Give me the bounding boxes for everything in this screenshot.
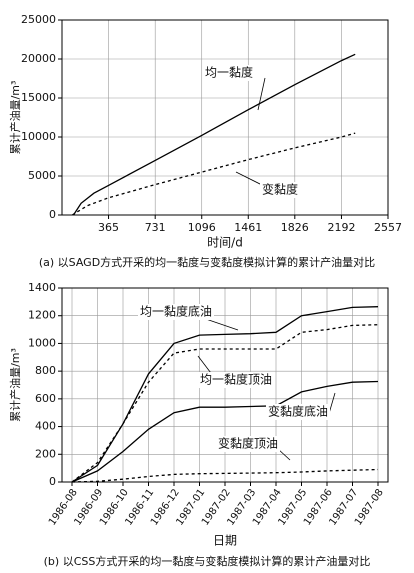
y-tick-label: 1200 xyxy=(28,309,56,322)
y-tick-label: 0 xyxy=(49,475,56,488)
x-tick-label: 731 xyxy=(145,221,166,234)
y-tick-label: 15000 xyxy=(21,91,56,104)
series-label: 均一黏度底油 xyxy=(140,304,212,319)
x-tick-label: 2192 xyxy=(327,221,355,234)
series-line xyxy=(71,132,356,216)
y-axis-label: 累计产油量/m³ xyxy=(8,81,22,155)
y-tick-label: 400 xyxy=(35,420,56,433)
x-axis-label: 时间/d xyxy=(207,236,243,250)
label-bg xyxy=(203,65,255,81)
y-tick-label: 0 xyxy=(49,208,56,221)
y-tick-label: 200 xyxy=(35,447,56,460)
caption: (b) 以CSS方式开采的均一黏度与变黏度模拟计算的累计产油量对比 xyxy=(44,554,371,568)
x-tick-label: 1461 xyxy=(234,221,262,234)
series-label: 均一黏度顶油 xyxy=(200,372,272,387)
series-label: 变黏度底油 xyxy=(268,404,328,419)
label-bg xyxy=(216,436,280,452)
plot-frame xyxy=(61,287,389,483)
y-tick-label: 20000 xyxy=(21,52,56,65)
y-tick-label: 800 xyxy=(35,364,56,377)
series-label: 变黏度顶油 xyxy=(218,436,278,451)
plot-frame xyxy=(61,19,389,216)
y-tick-label: 5000 xyxy=(28,169,56,182)
x-tick-label: 1826 xyxy=(281,221,309,234)
y-tick-label: 25000 xyxy=(21,13,56,26)
series-label: 均一黏度 xyxy=(205,65,253,80)
x-tick-label: 2557 xyxy=(374,221,402,234)
series-line xyxy=(71,324,379,483)
series-label: 变黏度 xyxy=(262,182,298,197)
label-bg xyxy=(260,182,300,198)
y-tick-label: 600 xyxy=(35,392,56,405)
x-axis-label: 日期 xyxy=(213,534,237,548)
label-bg xyxy=(266,404,330,420)
series-line xyxy=(72,53,356,216)
x-tick-label: 365 xyxy=(98,221,119,234)
y-axis-label: 累计产油量/m³ xyxy=(8,348,22,422)
label-bg xyxy=(138,304,214,320)
y-tick-label: 10000 xyxy=(21,130,56,143)
leader-line xyxy=(257,77,266,111)
y-tick-label: 1400 xyxy=(28,281,56,294)
label-bg xyxy=(198,372,274,388)
caption: (a) 以SAGD方式开采的均一黏度与变黏度模拟计算的累计产油量对比 xyxy=(39,255,375,269)
x-tick-label: 1096 xyxy=(188,221,216,234)
series-line xyxy=(71,380,379,483)
y-tick-label: 1000 xyxy=(28,336,56,349)
